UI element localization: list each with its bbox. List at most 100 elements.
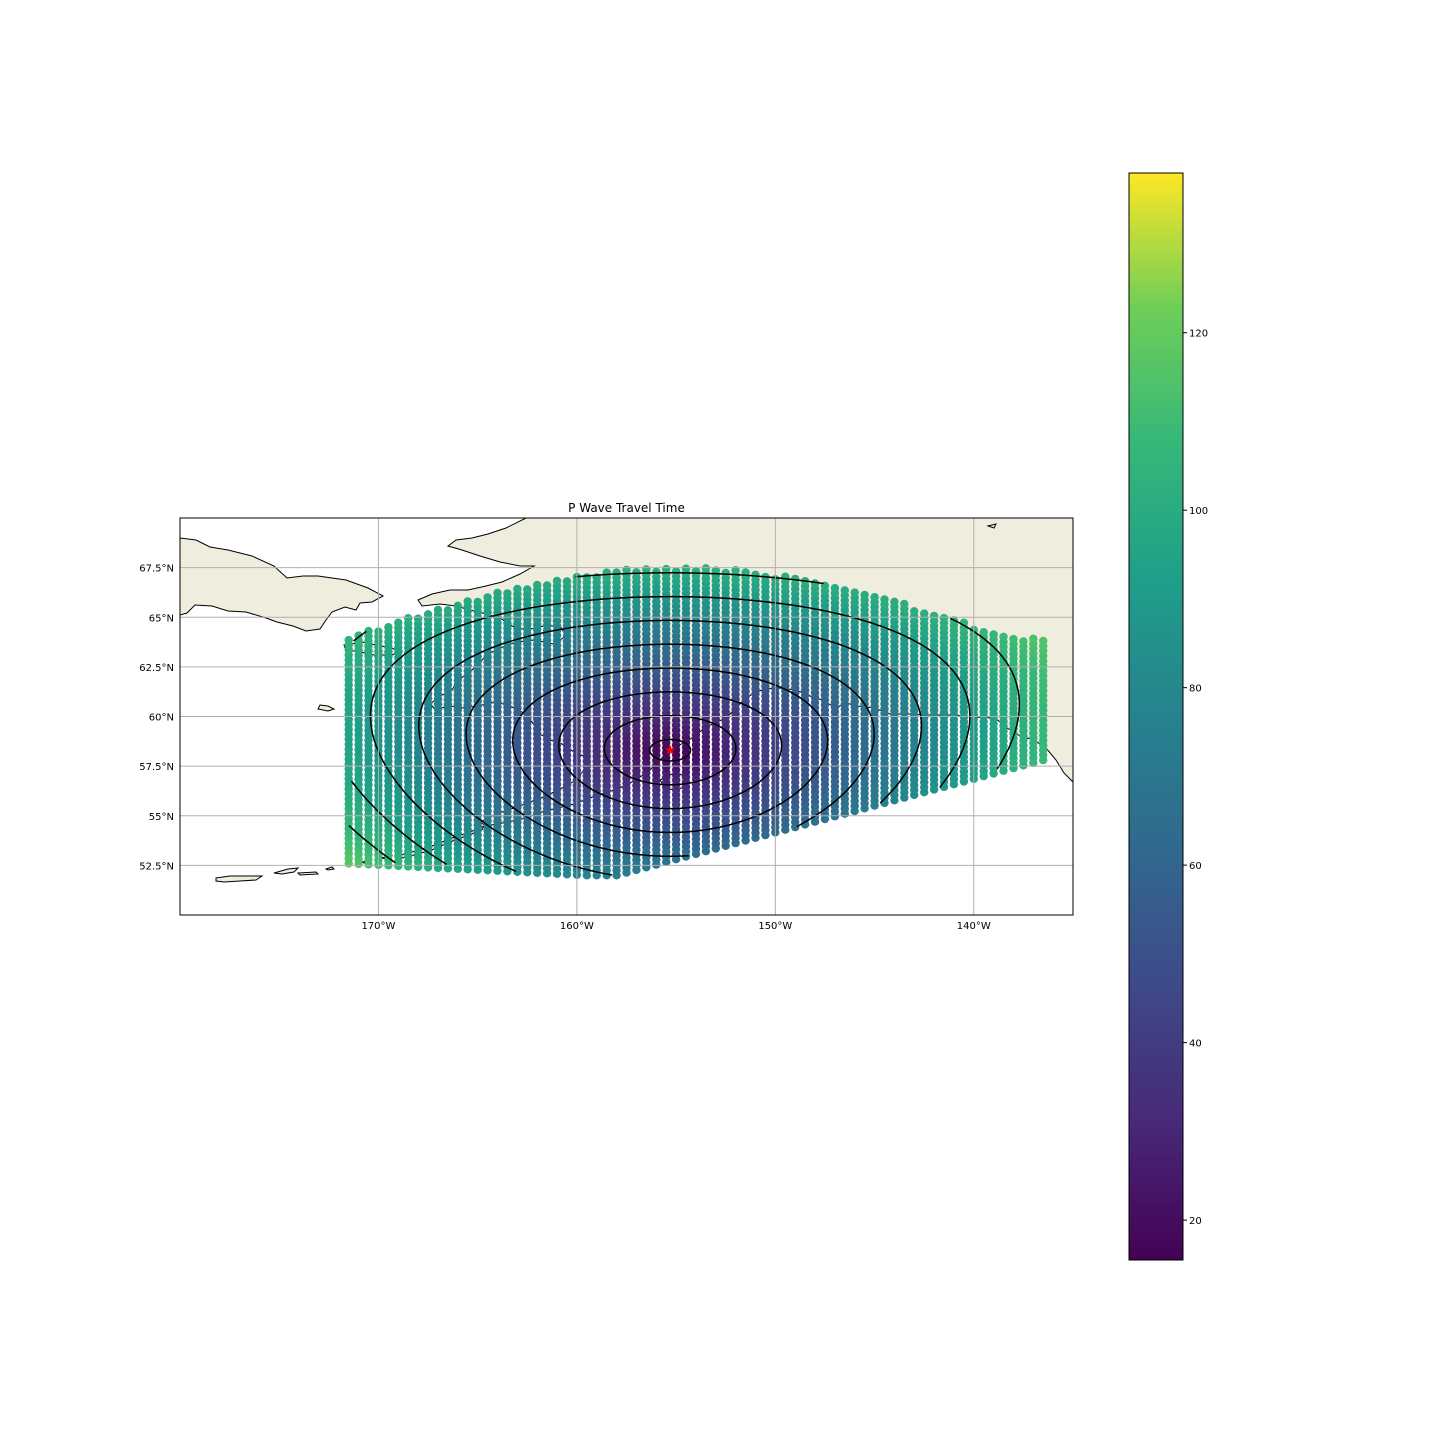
travel-time-point [662,564,671,574]
travel-time-point [880,595,889,604]
colorbar-tick-label: 80 [1189,684,1202,695]
y-tick-label: 52.5°N [139,861,174,872]
travel-time-point [483,593,492,602]
map-gridlines [180,518,1073,915]
colorbar-tick-label: 40 [1189,1039,1202,1050]
travel-time-point [533,580,542,590]
travel-time-point [463,597,472,606]
contour-line [649,738,692,762]
travel-time-contours [348,572,1021,876]
travel-time-point [1039,636,1048,646]
map-panel [180,518,1073,915]
travel-time-point [513,584,522,594]
travel-time-point [413,614,423,623]
chart-title: P Wave Travel Time [568,501,685,515]
colorbar-tick-label: 100 [1189,506,1208,517]
land-hudson-arctic-island [986,523,997,529]
travel-time-point [364,626,373,636]
travel-time-point [443,606,453,615]
travel-time-point [900,599,909,609]
epicenter-star-icon [664,744,676,755]
travel-time-point [433,605,443,614]
contour-line [511,667,829,834]
travel-time-point [542,581,552,590]
travel-time-point [344,635,353,645]
travel-time-point [721,568,730,578]
y-tick-label: 57.5°N [139,762,174,773]
travel-time-point [671,567,681,576]
travel-time-point [1029,634,1038,643]
travel-time-point [632,568,641,577]
y-tick-labels: 52.5°N 55°N 57.5°N 60°N 62.5°N 65°N 67.5°N [139,564,174,873]
travel-time-point [979,628,988,637]
land-russia [180,537,385,632]
contour-line [558,691,783,810]
travel-time-point [473,597,482,607]
travel-time-point [582,573,591,582]
colorbar-ticks: 20 40 60 80 100 120 [1183,329,1208,1227]
travel-time-point [394,618,403,627]
contour-line [418,619,923,876]
colorbar: 20 40 60 80 100 120 [1128,172,1208,1261]
travel-time-point [989,630,998,639]
travel-time-point [552,576,562,586]
travel-time-point [929,611,939,621]
travel-time-point [493,588,502,598]
land-aleutian-west-2 [273,867,300,875]
x-tick-label: 170°W [361,921,395,932]
travel-time-point [999,632,1008,641]
travel-time-point [453,601,462,610]
y-tick-label: 67.5°N [139,564,174,575]
travel-time-point [751,570,760,579]
travel-time-point [860,590,869,600]
x-tick-label: 140°W [957,921,991,932]
contour-line [369,595,971,872]
colorbar-tick-label: 60 [1189,861,1202,872]
travel-time-point [602,568,611,577]
colorbar-tick-label: 120 [1189,329,1208,340]
travel-time-point [711,566,720,575]
travel-time-point [562,577,572,586]
x-tick-label: 150°W [758,921,792,932]
travel-time-point [612,568,621,577]
travel-time-point [503,589,512,598]
epicenter-marker [664,744,676,755]
travel-time-point [404,614,413,623]
travel-time-point [1019,637,1028,646]
travel-time-point [910,607,919,616]
travel-time-point [791,574,800,584]
travel-time-point [830,583,840,593]
travel-time-point [890,597,899,606]
x-tick-label: 160°W [560,921,594,932]
land-aleutian-west-3 [296,871,320,876]
y-tick-label: 62.5°N [139,663,174,674]
travel-time-point [840,586,849,595]
y-tick-label: 60°N [149,713,174,724]
travel-time-point [701,564,711,573]
colorbar-gradient [1128,172,1184,1261]
y-tick-label: 55°N [149,812,174,823]
travel-time-point [384,623,393,632]
travel-time-point [850,588,859,597]
contour-line [603,714,737,786]
land-aleutian-west-4 [324,866,336,871]
land-aleutian-west-1 [215,875,264,883]
travel-time-points [344,564,1048,880]
travel-time-point [870,593,879,602]
travel-time-point [1009,634,1018,644]
contour-line [348,825,396,864]
travel-time-point [939,613,949,623]
contour-line [350,572,1021,865]
y-tick-label: 65°N [149,613,174,624]
land-nunivak-island [317,704,336,712]
travel-time-point [920,609,929,618]
travel-time-point [523,585,532,594]
travel-time-point [652,567,661,576]
x-tick-labels: 170°W 160°W 150°W 140°W [361,921,990,932]
travel-time-point [423,610,433,619]
travel-time-point [681,564,691,573]
colorbar-tick-label: 20 [1189,1216,1202,1227]
travel-time-point [810,579,820,588]
map-frame [179,517,1074,916]
